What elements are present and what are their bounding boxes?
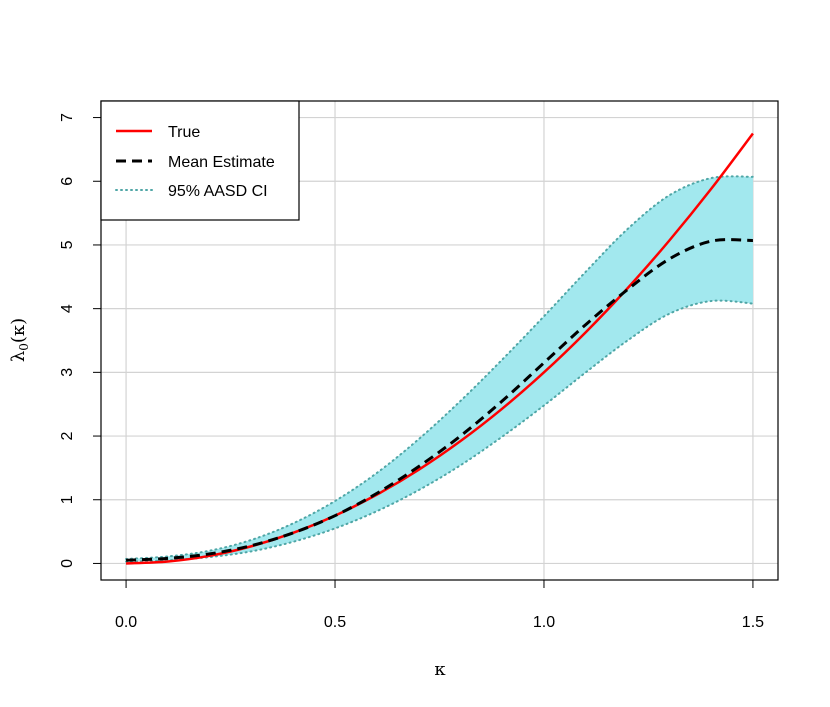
y-tick-label-1: 1 [59, 495, 76, 504]
legend: True Mean Estimate 95% AASD CI [100, 100, 300, 221]
legend-label-mean-estimate: Mean Estimate [168, 154, 275, 171]
plot-frame [100, 100, 779, 581]
y-tick-label-3: 3 [59, 368, 76, 377]
ci-upper-line [125, 175, 754, 560]
x-tick-label-1: 0.5 [324, 614, 346, 631]
y-tick-label-5: 5 [59, 240, 76, 249]
x-axis-title: κ [434, 659, 446, 680]
ci-lower-line [125, 299, 754, 563]
y-tick-label-6: 6 [59, 177, 76, 186]
y-axis: 0 1 2 3 4 5 6 7 [59, 113, 101, 568]
x-tick-label-0: 0.0 [115, 614, 137, 631]
y-axis-title-arg: (κ) [8, 318, 29, 343]
y-tick-label-7: 7 [59, 113, 76, 122]
legend-label-ci: 95% AASD CI [168, 183, 268, 200]
x-tick-label-3: 1.5 [742, 614, 764, 631]
x-tick-label-2: 1.0 [533, 614, 555, 631]
series-line-mean-estimate [126, 238, 753, 562]
y-tick-label-4: 4 [59, 304, 76, 313]
y-axis-title: λ0(κ) [8, 318, 31, 362]
y-tick-label-0: 0 [59, 559, 76, 568]
ci-band [126, 176, 753, 562]
series-line-true [126, 132, 754, 565]
y-axis-title-subscript: 0 [17, 343, 31, 351]
x-axis: 0.0 0.5 1.0 1.5 [115, 580, 764, 631]
y-tick-label-2: 2 [59, 431, 76, 440]
legend-label-true: True [168, 124, 200, 141]
